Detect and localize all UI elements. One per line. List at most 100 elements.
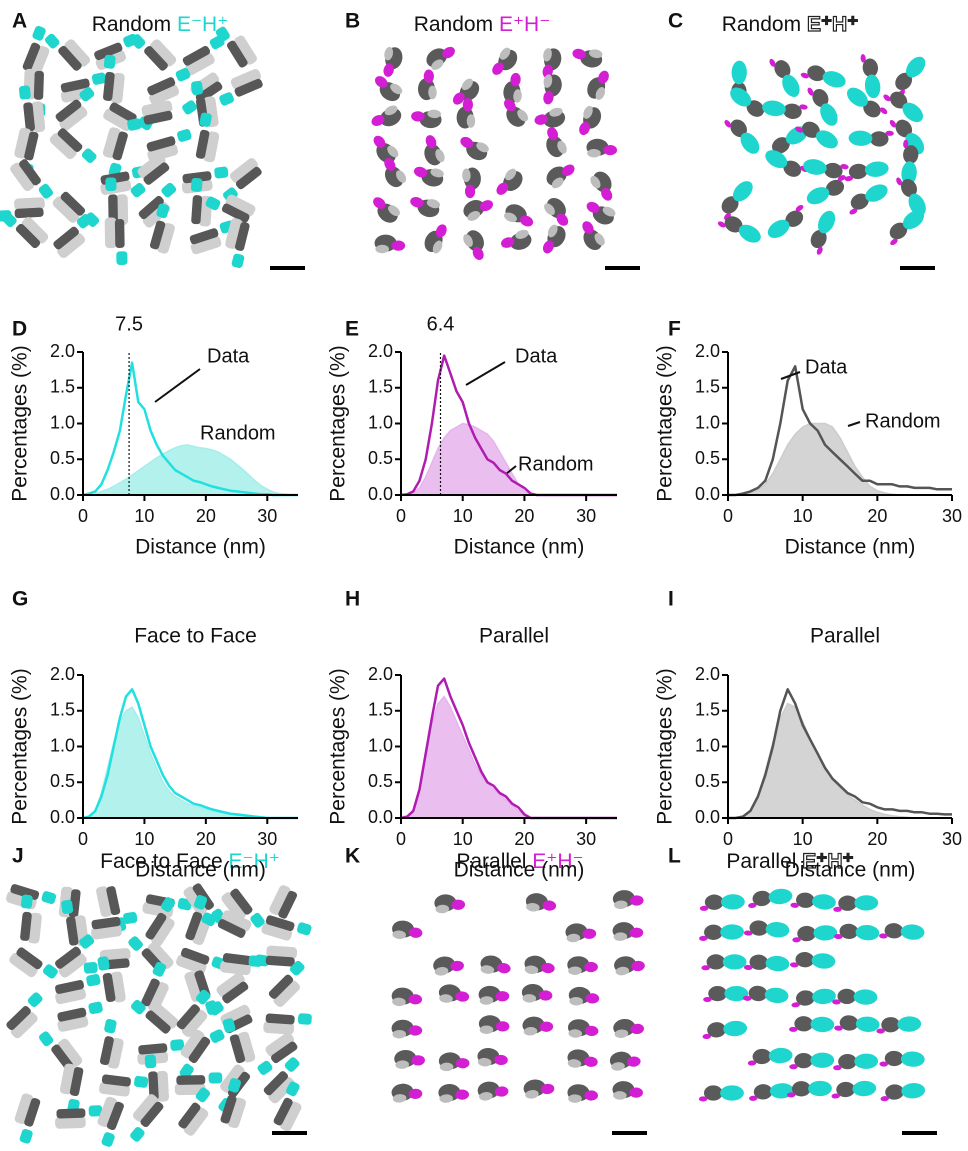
series-label: Random <box>865 410 941 432</box>
molecule <box>876 1016 922 1034</box>
molecule <box>176 989 211 1037</box>
protein-tag <box>698 1096 708 1102</box>
protein-dark <box>58 45 82 71</box>
protein-tag <box>18 85 31 100</box>
protein-tag <box>717 221 726 228</box>
protein-dark <box>884 923 904 939</box>
molecule <box>582 221 605 251</box>
molecule <box>789 1016 835 1033</box>
y-axis-title: Percentages (%) <box>9 668 32 824</box>
protein-tag <box>582 928 597 939</box>
protein-dark <box>53 226 79 250</box>
protein-tag <box>724 985 749 1002</box>
protein-dark <box>103 71 115 101</box>
protein-tag <box>425 135 437 149</box>
protein-tag <box>455 1089 470 1100</box>
molecule <box>844 161 889 182</box>
molecule <box>417 69 437 101</box>
protein-light <box>395 1060 410 1069</box>
protein-tag <box>890 238 898 246</box>
molecule <box>97 1096 124 1147</box>
molecule <box>145 897 175 947</box>
molecule <box>222 1018 256 1064</box>
protein-tag <box>411 1055 425 1066</box>
y-axis-title: Percentages (%) <box>654 345 677 501</box>
y-tick-label: 1.5 <box>368 377 393 397</box>
molecule <box>97 956 126 1003</box>
protein-dark <box>263 1071 289 1096</box>
molecule <box>375 76 403 102</box>
protein-dark <box>112 131 128 161</box>
protein-dark <box>753 1084 773 1100</box>
protein-tag <box>543 90 554 105</box>
protein-light <box>479 1025 494 1034</box>
protein-light <box>384 46 394 61</box>
protein-tag <box>257 1060 273 1075</box>
protein-tag <box>782 74 800 98</box>
protein-tag <box>495 991 510 1002</box>
molecule <box>614 956 645 976</box>
molecule <box>205 194 256 223</box>
y-tick-label: 0.0 <box>368 484 393 504</box>
protein-tag <box>88 1001 103 1015</box>
molecule <box>223 158 262 202</box>
molecule <box>2 212 49 249</box>
molecule <box>201 910 252 938</box>
protein-light <box>611 1062 625 1071</box>
molecule <box>424 135 445 166</box>
molecule <box>521 983 553 1003</box>
protein-dark <box>60 78 90 93</box>
x-tick-label: 0 <box>396 506 406 526</box>
protein-tag <box>855 1016 880 1032</box>
protein-dark <box>797 925 816 942</box>
protein-tag <box>579 121 591 136</box>
protein-light <box>392 930 406 940</box>
y-tick-label: 2.0 <box>368 664 393 684</box>
protein-light <box>427 109 442 119</box>
protein-light <box>614 900 628 909</box>
molecule <box>503 72 522 104</box>
protein-tag <box>494 1054 508 1066</box>
protein-dark <box>230 888 253 915</box>
protein-tag <box>455 1058 470 1069</box>
molecule <box>44 33 91 71</box>
protein-tag <box>724 120 732 128</box>
protein-light <box>227 1097 247 1129</box>
protein-light <box>150 39 177 67</box>
molecule <box>179 1029 211 1079</box>
protein-dark <box>221 203 250 223</box>
protein-tag <box>408 927 423 938</box>
molecule <box>221 888 265 928</box>
x-tick-label: 30 <box>942 829 962 849</box>
protein-dark <box>791 1081 811 1097</box>
protein-tag <box>131 999 146 1015</box>
protein-light <box>57 1038 83 1067</box>
protein-tag <box>722 954 747 970</box>
x-tick-label: 10 <box>134 506 154 526</box>
protein-tag <box>455 991 470 1002</box>
molecule <box>438 1083 470 1103</box>
protein-tag <box>104 1018 117 1034</box>
protein-tag <box>818 210 836 234</box>
molecule <box>371 105 402 127</box>
protein-dark <box>191 195 203 225</box>
x-tick-label: 10 <box>453 829 473 849</box>
protein-tag <box>27 992 43 1007</box>
protein-tag <box>460 136 474 149</box>
protein-tag <box>562 164 575 177</box>
leader-line <box>505 465 517 475</box>
protein-light <box>29 45 50 77</box>
protein-tag <box>284 1057 300 1072</box>
area <box>728 702 952 819</box>
molecule <box>456 97 476 129</box>
protein-tag <box>849 208 858 215</box>
molecule <box>49 128 97 163</box>
protein-light <box>522 994 537 1003</box>
molecule <box>10 159 53 199</box>
protein-tag <box>864 74 881 99</box>
chart-title: Face to Face <box>134 625 257 648</box>
protein-light <box>439 994 453 1003</box>
protein-dark <box>55 980 85 994</box>
protein-light <box>384 105 398 116</box>
molecule <box>834 1015 880 1032</box>
